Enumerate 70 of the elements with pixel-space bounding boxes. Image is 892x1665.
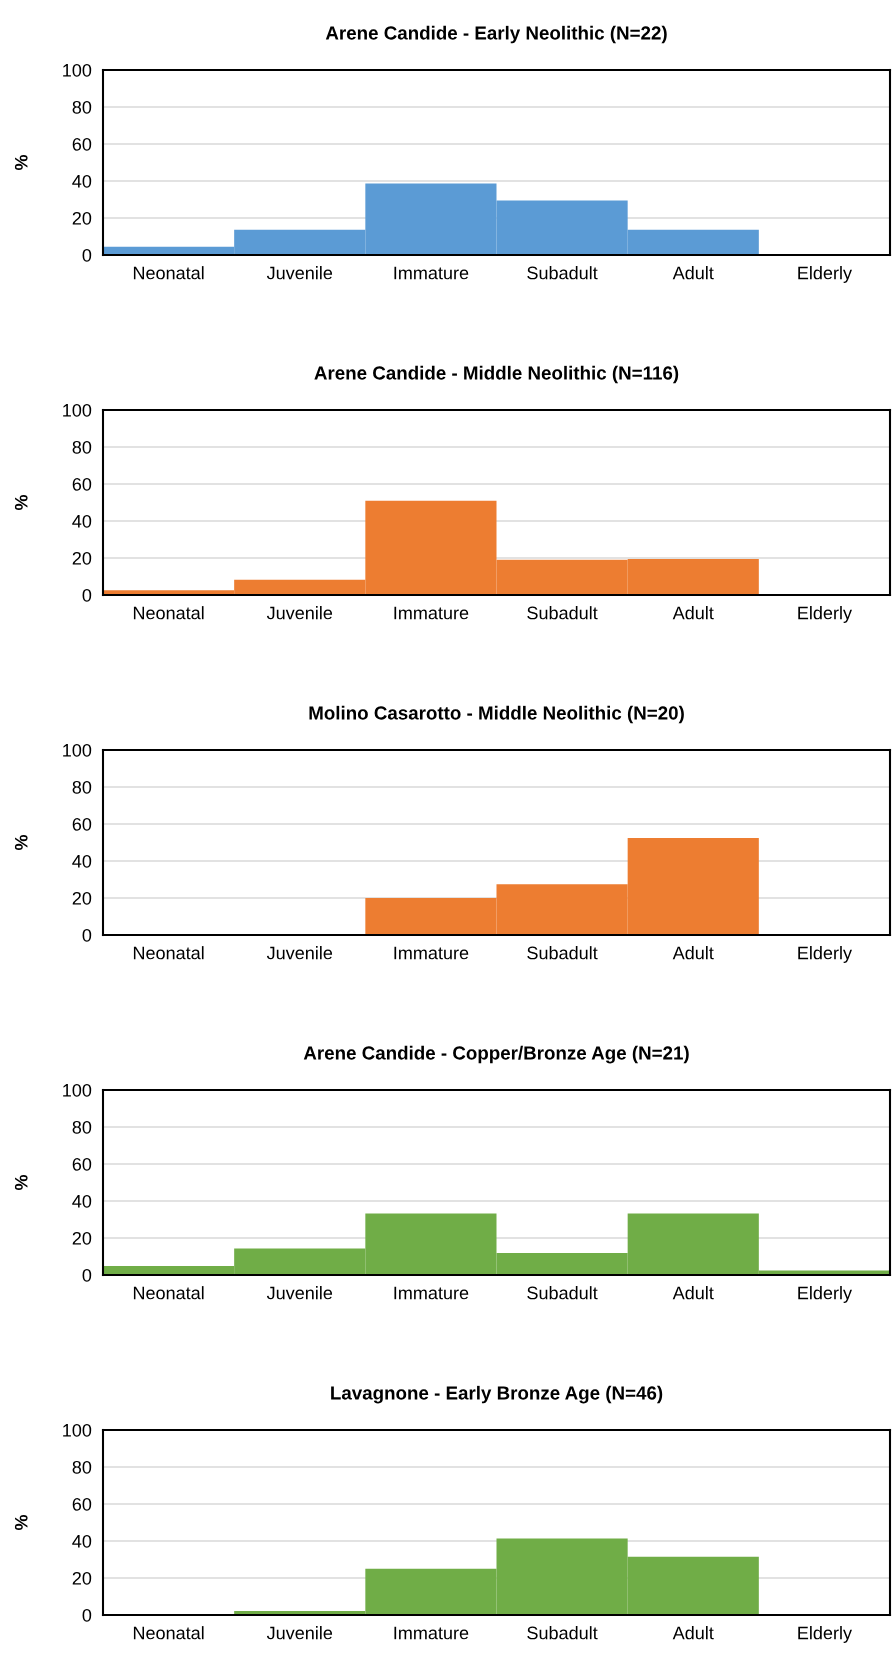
x-tick-label: Subadult (527, 1626, 598, 1640)
x-tick-label: Immature (394, 1626, 469, 1640)
y-tick-label: 20 (72, 551, 92, 565)
x-tick-label: Adult (672, 1286, 714, 1300)
y-tick-label: 60 (72, 477, 92, 491)
y-tick-label: 40 (72, 1194, 92, 1208)
y-tick-label: 80 (72, 780, 92, 794)
chart-title: Arene Candide - Early Neolithic (N=22) (325, 25, 667, 44)
x-tick-label: Juvenile (266, 946, 333, 960)
x-tick-label: Immature (394, 606, 469, 620)
x-tick-label: Juvenile (266, 1626, 333, 1640)
y-tick-label: 100 (63, 403, 92, 417)
y-axis-title: % (14, 154, 28, 171)
x-tick-label: Elderly (798, 1626, 852, 1643)
y-tick-label: 80 (72, 1120, 92, 1134)
y-tick-label: 100 (63, 1083, 92, 1097)
x-tick-label: Immature (394, 946, 469, 960)
y-axis-title: % (14, 1174, 28, 1191)
x-tick-label: Elderly (798, 606, 852, 623)
x-tick-label: Subadult (527, 266, 598, 280)
y-tick-label: 100 (63, 743, 92, 757)
y-tick-label: 0 (82, 1608, 92, 1622)
y-tick-label: 80 (72, 440, 92, 454)
y-tick-label: 60 (72, 1157, 92, 1171)
y-tick-label: 0 (82, 1268, 92, 1282)
y-tick-label: 0 (82, 248, 92, 262)
x-tick-label: Subadult (527, 946, 598, 960)
y-tick-label: 20 (72, 1571, 92, 1585)
x-tick-label: Subadult (527, 1286, 598, 1300)
y-tick-label: 0 (82, 588, 92, 602)
y-tick-label: 100 (63, 63, 92, 77)
y-axis-title: % (14, 1514, 28, 1531)
x-tick-label: Immature (394, 266, 469, 280)
x-tick-label: Elderly (798, 266, 852, 283)
y-tick-label: 100 (63, 1423, 92, 1437)
chart-title: Arene Candide - Copper/Bronze Age (N=21) (303, 1045, 689, 1064)
y-tick-label: 0 (82, 928, 92, 942)
y-tick-label: 40 (72, 1534, 92, 1548)
y-tick-label: 60 (72, 817, 92, 831)
y-tick-label: 80 (72, 1460, 92, 1474)
y-tick-label: 60 (72, 1497, 92, 1511)
x-tick-label: Immature (394, 1286, 469, 1300)
x-tick-label: Adult (672, 1626, 714, 1640)
y-tick-label: 80 (72, 100, 92, 114)
x-tick-label: Juvenile (266, 606, 333, 620)
chart-title: Molino Casarotto - Middle Neolithic (N=20) (309, 705, 684, 724)
x-tick-label: Adult (672, 946, 714, 960)
chart-title: Arene Candide - Middle Neolithic (N=116) (314, 365, 679, 384)
y-tick-label: 40 (72, 854, 92, 868)
x-tick-label: Elderly (798, 1286, 852, 1303)
chart-title: Lavagnone - Early Bronze Age (N=46) (331, 1385, 663, 1404)
x-tick-label: Juvenile (266, 266, 333, 280)
y-axis-title: % (14, 494, 28, 511)
y-tick-label: 60 (72, 137, 92, 151)
x-tick-label: Juvenile (266, 1286, 333, 1300)
y-tick-label: 40 (72, 174, 92, 188)
y-tick-label: 20 (72, 1231, 92, 1245)
x-tick-label: Neonatal (133, 1626, 204, 1640)
x-tick-label: Neonatal (133, 606, 204, 620)
x-tick-label: Neonatal (133, 266, 204, 280)
y-axis-title: % (14, 834, 28, 851)
x-tick-label: Elderly (798, 946, 852, 963)
x-tick-label: Adult (672, 606, 714, 620)
y-tick-label: 20 (72, 891, 92, 905)
y-tick-label: 40 (72, 514, 92, 528)
x-tick-label: Subadult (527, 606, 598, 620)
x-tick-label: Adult (672, 266, 714, 280)
x-tick-label: Neonatal (133, 946, 204, 960)
x-tick-label: Neonatal (133, 1286, 204, 1300)
y-tick-label: 20 (72, 211, 92, 225)
